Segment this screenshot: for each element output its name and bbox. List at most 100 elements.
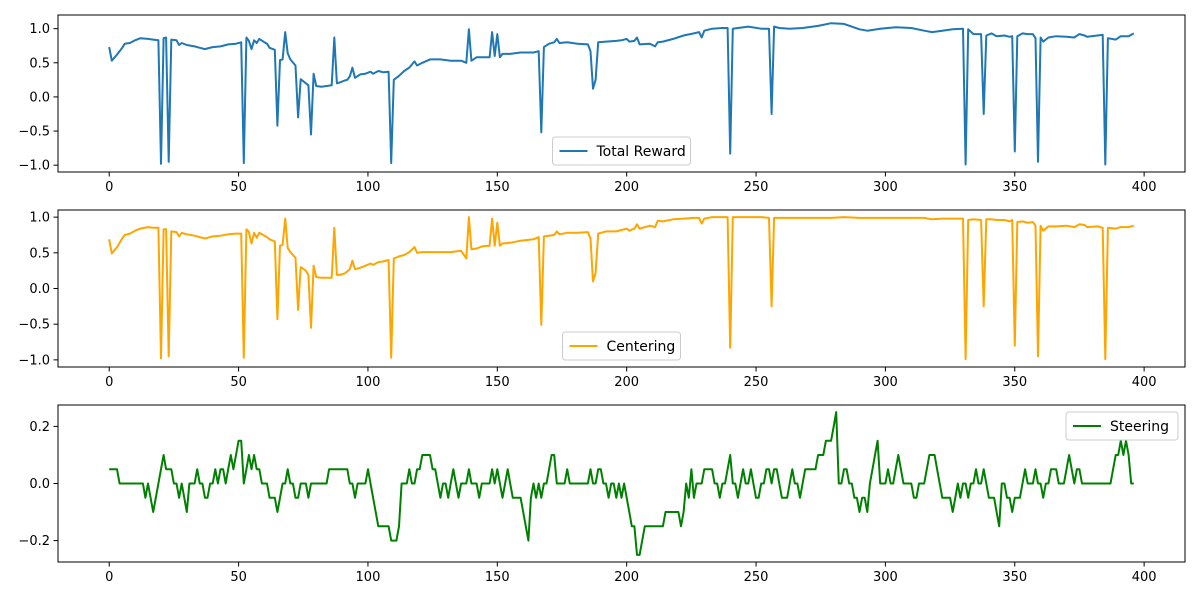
x-tick: 400 <box>1132 367 1157 390</box>
x-tick-label: 300 <box>873 180 898 195</box>
x-tick: 250 <box>744 172 769 195</box>
y-tick-label: −0.5 <box>18 125 50 140</box>
x-tick-label: 400 <box>1132 570 1157 585</box>
y-tick-label: −1.0 <box>18 353 50 368</box>
x-tick-label: 100 <box>356 180 381 195</box>
x-tick-label: 100 <box>356 375 381 390</box>
y-tick-label: −0.2 <box>18 534 50 549</box>
x-tick: 250 <box>744 562 769 585</box>
x-tick-label: 100 <box>356 570 381 585</box>
x-tick: 400 <box>1132 172 1157 195</box>
x-tick-label: 0 <box>105 180 113 195</box>
x-tick-label: 400 <box>1132 375 1157 390</box>
x-tick-label: 350 <box>1002 570 1027 585</box>
x-tick: 400 <box>1132 562 1157 585</box>
x-tick-label: 300 <box>873 570 898 585</box>
y-tick: 0.0 <box>29 282 58 297</box>
y-tick-label: 0.0 <box>29 282 50 297</box>
legend-label: Centering <box>607 339 676 355</box>
y-tick: 0.0 <box>29 477 58 492</box>
x-tick: 50 <box>230 172 247 195</box>
y-tick-label: 0.0 <box>29 477 50 492</box>
y-tick: 1.0 <box>29 211 58 226</box>
y-tick: 0.2 <box>29 420 58 435</box>
x-tick: 150 <box>485 562 510 585</box>
x-tick: 200 <box>614 172 639 195</box>
x-tick: 100 <box>356 562 381 585</box>
x-tick: 150 <box>485 367 510 390</box>
x-tick-label: 400 <box>1132 180 1157 195</box>
x-tick-label: 350 <box>1002 375 1027 390</box>
y-tick-label: 0.0 <box>29 90 50 105</box>
legend: Steering <box>1065 411 1179 441</box>
y-tick: −1.0 <box>18 159 58 174</box>
x-tick: 50 <box>230 367 247 390</box>
y-tick: −0.2 <box>18 534 58 549</box>
x-tick-label: 50 <box>230 570 247 585</box>
y-tick-label: 1.0 <box>29 22 50 37</box>
subplot-total-reward: Total Reward 0 50 100 150 200 250 300 350 400 −1.… <box>18 14 1186 195</box>
y-tick: −1.0 <box>18 353 58 368</box>
x-tick: 100 <box>356 367 381 390</box>
x-tick: 0 <box>105 172 113 195</box>
y-tick-label: 1.0 <box>29 211 50 226</box>
legend: Centering <box>562 331 681 361</box>
axes-content <box>108 216 1135 361</box>
x-tick: 250 <box>744 367 769 390</box>
x-tick-label: 50 <box>230 180 247 195</box>
x-tick: 200 <box>614 562 639 585</box>
axes-content <box>109 411 1134 556</box>
y-tick-label: −1.0 <box>18 159 50 174</box>
y-tick: 0.0 <box>29 90 58 105</box>
x-tick: 0 <box>105 562 113 585</box>
subplot-centering: Centering 0 50 100 150 200 250 300 350 400 −1.0 −0… <box>18 209 1186 390</box>
series-line <box>108 22 1135 166</box>
axes-content <box>108 22 1135 166</box>
x-tick-label: 300 <box>873 375 898 390</box>
x-tick: 100 <box>356 172 381 195</box>
legend: Total Reward <box>552 136 691 166</box>
x-tick: 300 <box>873 367 898 390</box>
x-tick-label: 250 <box>744 180 769 195</box>
x-tick-label: 0 <box>105 570 113 585</box>
legend-box <box>552 136 691 166</box>
x-tick-label: 200 <box>614 375 639 390</box>
x-tick: 150 <box>485 172 510 195</box>
y-tick-label: 0.2 <box>29 420 50 435</box>
x-tick: 300 <box>873 172 898 195</box>
y-tick: 1.0 <box>29 22 58 37</box>
y-tick-label: −0.5 <box>18 318 50 333</box>
x-tick-label: 350 <box>1002 180 1027 195</box>
series-line <box>109 411 1134 556</box>
x-tick: 300 <box>873 562 898 585</box>
legend-box <box>562 331 681 361</box>
x-tick-label: 150 <box>485 375 510 390</box>
legend-label: Steering <box>1110 419 1169 435</box>
y-tick: −0.5 <box>18 318 58 333</box>
x-tick: 350 <box>1002 367 1027 390</box>
x-tick: 350 <box>1002 562 1027 585</box>
legend-label: Total Reward <box>596 144 686 160</box>
y-tick: −0.5 <box>18 125 58 140</box>
y-tick: 0.5 <box>29 56 58 71</box>
y-tick-label: 0.5 <box>29 56 50 71</box>
x-tick-label: 150 <box>485 180 510 195</box>
x-tick-label: 200 <box>614 180 639 195</box>
x-tick-label: 250 <box>744 375 769 390</box>
y-tick-label: 0.5 <box>29 246 50 261</box>
x-tick: 350 <box>1002 172 1027 195</box>
x-tick-label: 250 <box>744 570 769 585</box>
y-tick: 0.5 <box>29 246 58 261</box>
legend-box <box>1065 411 1179 441</box>
x-tick-label: 50 <box>230 375 247 390</box>
x-tick-label: 0 <box>105 375 113 390</box>
subplot-steering: Steering 0 50 100 150 200 250 300 350 400 −0.2 0.0… <box>18 404 1186 585</box>
x-tick-label: 150 <box>485 570 510 585</box>
x-tick-label: 200 <box>614 570 639 585</box>
x-tick: 0 <box>105 367 113 390</box>
series-line <box>108 216 1135 361</box>
axes-frame <box>57 14 1186 173</box>
x-tick: 50 <box>230 562 247 585</box>
